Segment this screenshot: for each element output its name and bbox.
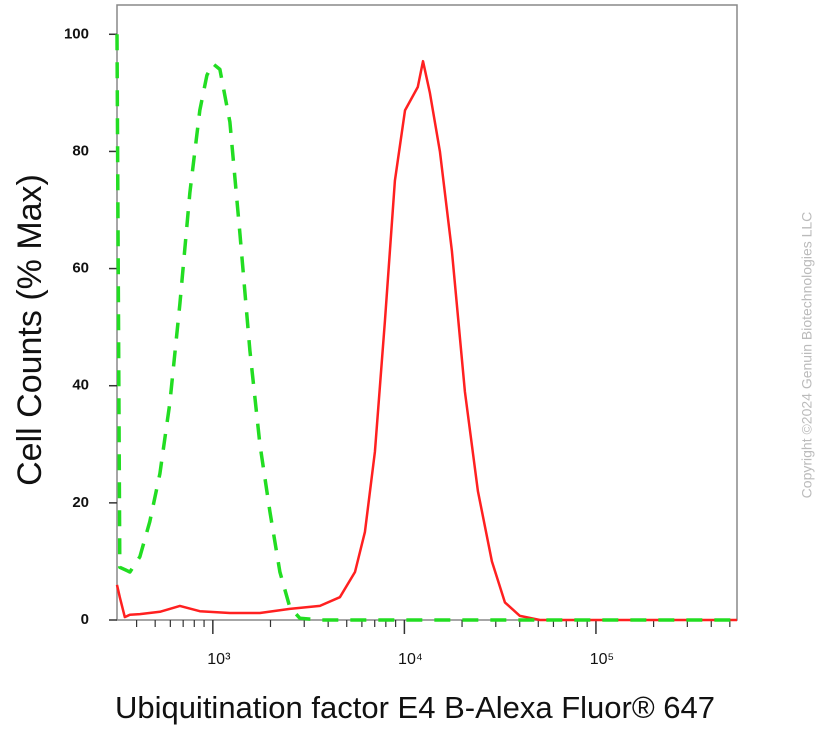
y-tick-label: 80 xyxy=(72,142,89,159)
x-tick-label: 10⁴ xyxy=(398,651,423,668)
x-tick-label: 10³ xyxy=(207,651,231,668)
plot-frame xyxy=(116,4,738,621)
y-axis-label: Cell Counts (% Max) xyxy=(11,174,49,486)
x-axis-label: Ubiquitination factor E4 B-Alexa Fluor® … xyxy=(115,690,715,725)
x-tick-label: 10⁵ xyxy=(590,651,614,668)
series-line xyxy=(115,59,737,622)
series-line xyxy=(115,34,737,622)
y-tick-label: 40 xyxy=(72,377,89,394)
y-tick-label: 60 xyxy=(72,260,89,277)
y-tick-label: 0 xyxy=(81,611,89,628)
watermark: Copyright ©2024 Genuin Biotechnologies L… xyxy=(799,212,815,499)
y-tick-label: 20 xyxy=(72,494,89,511)
y-tick-label: 100 xyxy=(64,25,89,42)
